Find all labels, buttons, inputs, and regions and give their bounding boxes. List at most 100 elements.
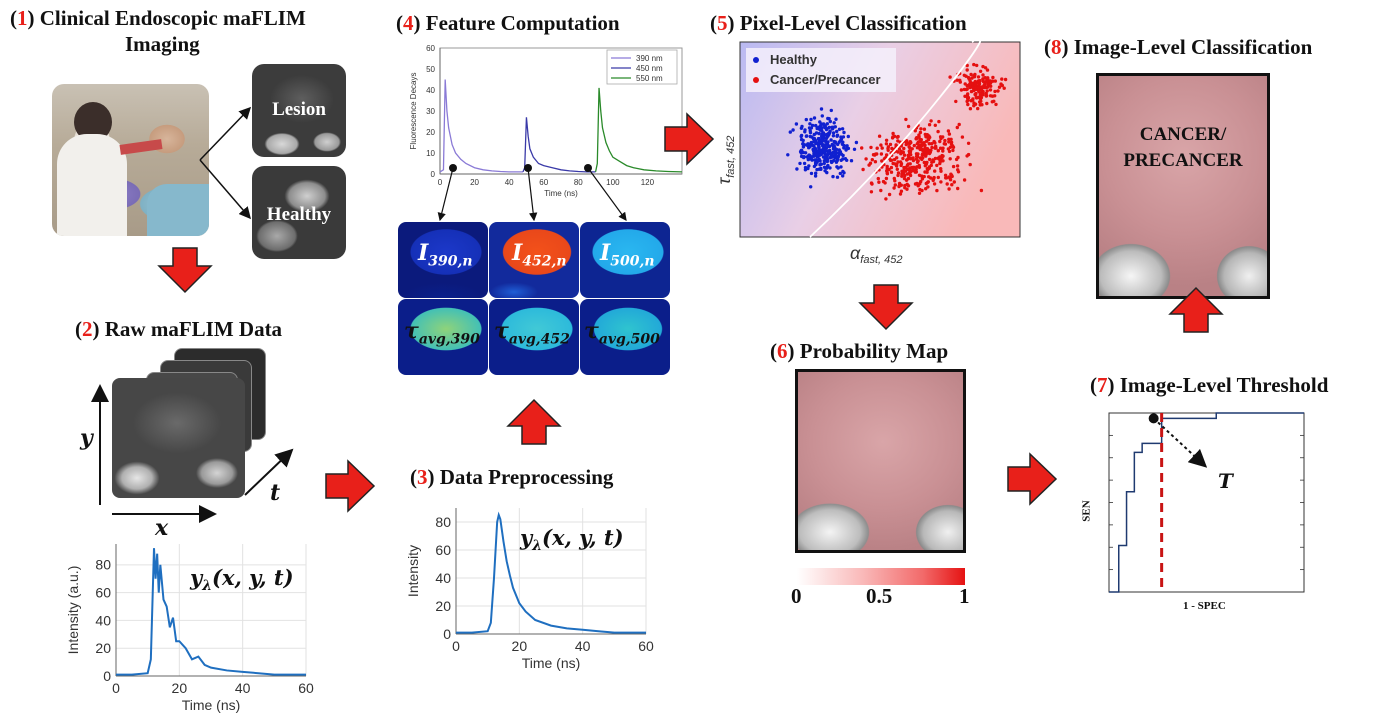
arrow-to-healthy (199, 159, 251, 220)
healthy-point (823, 147, 827, 151)
cancer-point (884, 197, 888, 201)
healthy-point (814, 131, 819, 135)
legend-label: 390 nm (636, 54, 663, 63)
cancer-point (869, 145, 873, 150)
preprocessed-decay-chart: 0 20 40 60 0 20 40 60 80 Time (ns) Intensity (405, 508, 654, 671)
raw-decay-chart: 0 20 40 60 0 20 40 60 80 Time (ns) Intensity (a.u.… (65, 544, 314, 713)
healthy-point (835, 165, 839, 169)
healthy-point (824, 166, 829, 170)
series-line-0 (116, 548, 306, 676)
y-tick-label: 20 (426, 128, 435, 137)
healthy-point (804, 143, 809, 147)
probability-colorbar (797, 568, 965, 585)
cancer-point (920, 152, 925, 156)
cancer-point (938, 139, 942, 144)
healthy-point (841, 135, 846, 139)
arrow-6-to-7 (1007, 452, 1058, 506)
healthy-point (810, 123, 815, 128)
cancer-point (951, 148, 955, 153)
map-t390 (398, 299, 488, 375)
healthy-point (803, 165, 808, 170)
y-tick-label: 20 (95, 640, 111, 656)
cancer-point (926, 149, 930, 154)
cancer-point (869, 181, 874, 185)
probability-map (795, 369, 966, 553)
arrow-5-to-6 (858, 284, 914, 331)
healthy-point (829, 160, 834, 165)
cancer-point (908, 140, 912, 144)
y-tick-label: 40 (435, 570, 451, 586)
x-tick-label: 20 (172, 680, 188, 696)
cancer-point (894, 143, 898, 147)
legend-label: 550 nm (636, 74, 663, 83)
y-tick-label: 60 (95, 585, 111, 601)
feature-decays-chart: 0 20 40 60 80 100 120 0 10 20 30 40 50 60 Time (ns) Flu… (409, 44, 683, 198)
healthy-point (840, 127, 845, 131)
cancer-point (891, 131, 895, 136)
link-500 (587, 167, 627, 221)
cancer-point (968, 84, 972, 89)
healthy-point (845, 144, 849, 148)
step4-title: (4) Feature Computation (396, 11, 620, 35)
cancer-point (981, 91, 985, 96)
cancer-point (910, 165, 914, 170)
cancer-point (899, 189, 904, 193)
arrow-3-to-4 (506, 398, 562, 445)
cancer-point (892, 186, 896, 190)
cancer-point (983, 66, 988, 70)
y-axis-label: y (80, 425, 93, 451)
colorbar-max: 1 (959, 584, 970, 608)
healthy-point (821, 122, 826, 126)
cancer-point (988, 94, 993, 98)
link-452 (527, 167, 538, 222)
cancer-point (959, 88, 964, 92)
cancer-point (879, 152, 884, 156)
cancer-point (906, 153, 910, 158)
healthy-label: Healthy (266, 204, 332, 225)
arrow-to-lesion (199, 106, 252, 161)
healthy-point (807, 164, 811, 168)
cancer-point (918, 182, 922, 186)
healthy-point (849, 159, 854, 163)
arrow-2-to-3 (325, 459, 376, 513)
cancer-point (936, 129, 940, 134)
t-axis-label: t (270, 480, 281, 506)
cancer-point (875, 146, 879, 150)
cancer-point (869, 190, 874, 194)
y-axis-title: Intensity (405, 545, 421, 597)
healthy-point (841, 153, 845, 158)
cancer-point (993, 89, 997, 94)
cancer-point (888, 142, 893, 147)
scatter-ylabel-sub: fast, 452 (725, 136, 737, 178)
cancer-point (943, 173, 948, 177)
cancer-point (985, 68, 990, 72)
cancer-point (956, 186, 960, 191)
cancer-point (948, 75, 952, 79)
cancer-point (886, 148, 890, 152)
healthy-point (819, 152, 823, 157)
healthy-point (813, 139, 818, 144)
cancer-point (906, 184, 911, 188)
healthy-point (839, 165, 843, 169)
healthy-point (828, 119, 832, 124)
scatter-legend-box (746, 48, 896, 92)
cancer-point (902, 168, 906, 173)
x-tick-label: 0 (438, 178, 443, 187)
cancer-point (895, 156, 899, 160)
cancer-point (902, 146, 906, 151)
cancer-point (924, 187, 928, 191)
cancer-point (949, 137, 953, 141)
arrow-4-to-5 (664, 112, 715, 166)
map-i500 (580, 222, 670, 298)
healthy-point (820, 134, 824, 138)
healthy-point (815, 126, 819, 130)
healthy-point (820, 114, 824, 118)
y-tick-label: 10 (426, 149, 435, 158)
cancer-point (913, 129, 917, 133)
cancer-point (993, 79, 997, 83)
cancer-point (929, 119, 933, 123)
healthy-point (819, 149, 823, 153)
healthy-point (786, 153, 790, 157)
cancer-point (897, 184, 901, 189)
healthy-point (832, 144, 836, 148)
